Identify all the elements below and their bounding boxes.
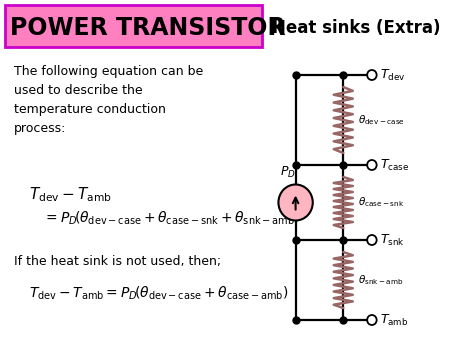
Text: If the heat sink is not used, then;: If the heat sink is not used, then; xyxy=(14,255,221,268)
Text: $T_{\rm dev}-T_{\rm amb}=P_D\!(\theta_{\rm dev-case}+\theta_{\rm case-amb})$: $T_{\rm dev}-T_{\rm amb}=P_D\!(\theta_{\… xyxy=(28,285,288,302)
Text: $T_{\rm snk}$: $T_{\rm snk}$ xyxy=(381,233,405,247)
Text: $T_{\rm dev}-T_{\rm amb}$: $T_{\rm dev}-T_{\rm amb}$ xyxy=(28,185,111,204)
Text: $P_D$: $P_D$ xyxy=(280,164,296,180)
Text: POWER TRANSISTOR: POWER TRANSISTOR xyxy=(9,16,285,40)
Text: $=P_D\!(\theta_{\rm dev-case}+\theta_{\rm case-snk}+\theta_{\rm snk-amb})$: $=P_D\!(\theta_{\rm dev-case}+\theta_{\r… xyxy=(43,210,300,228)
Text: The following equation can be
used to describe the
temperature conduction
proces: The following equation can be used to de… xyxy=(14,65,203,135)
Text: $\theta_{\rm snk-amb}$: $\theta_{\rm snk-amb}$ xyxy=(357,273,403,287)
FancyBboxPatch shape xyxy=(5,5,262,47)
Text: $\theta_{\rm case-snk}$: $\theta_{\rm case-snk}$ xyxy=(357,196,404,209)
Text: $T_{\rm dev}$: $T_{\rm dev}$ xyxy=(381,67,406,83)
Text: $\theta_{\rm dev-case}$: $\theta_{\rm dev-case}$ xyxy=(357,113,404,127)
Circle shape xyxy=(278,185,313,220)
Text: Heat sinks (Extra): Heat sinks (Extra) xyxy=(272,19,440,37)
Text: $T_{\rm amb}$: $T_{\rm amb}$ xyxy=(381,312,409,328)
Text: $T_{\rm case}$: $T_{\rm case}$ xyxy=(381,158,410,173)
